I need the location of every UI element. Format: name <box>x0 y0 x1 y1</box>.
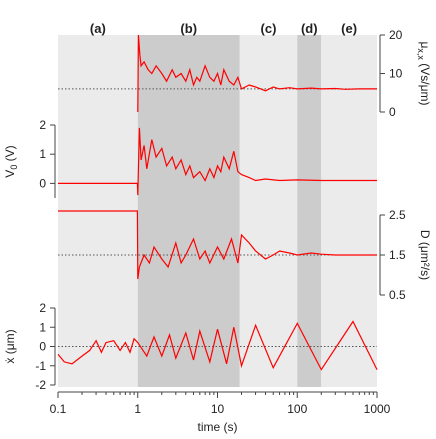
v0-y-label: V0 (V) <box>3 145 19 177</box>
reference-lines <box>58 88 377 347</box>
D-ytick-label-1: 1.5 <box>389 248 406 262</box>
D-y-label: D (μm²/s) <box>418 230 432 280</box>
phase-label-2: (b) <box>180 21 197 36</box>
xtick-label-3: 100 <box>287 402 307 416</box>
mu-y-label: μx,x (Vs/μm) <box>416 41 432 105</box>
xdot-ytick-label-2: 0 <box>39 340 46 354</box>
mu-trace <box>137 34 377 113</box>
D-ytick-label-0: 0.5 <box>389 288 406 302</box>
xdot-ytick-label-3: 1 <box>39 320 46 334</box>
x-axis-label: time (s) <box>198 420 238 434</box>
phase-labels: (a) (b) (c) (d) (e) <box>90 21 357 36</box>
xdot-ytick-label-0: -2 <box>35 378 46 392</box>
xtick-label-0: 0.1 <box>50 402 67 416</box>
phase-band-2 <box>137 35 240 387</box>
phase-band-4 <box>297 35 322 387</box>
v0-trace <box>58 127 377 196</box>
xdot-trace <box>57 320 378 371</box>
phase-label-4: (d) <box>301 21 318 36</box>
v0-ytick-label-0: 0 <box>39 176 46 190</box>
xdot-y-label: ẋ (μm) <box>3 329 17 363</box>
xtick-label-2: 10 <box>211 402 225 416</box>
traces <box>57 34 378 371</box>
phase-label-5: (e) <box>341 21 357 36</box>
phase-label-3: (c) <box>261 21 277 36</box>
mu-ytick-label-2: 20 <box>389 28 403 42</box>
xtick-label-4: 1000 <box>364 402 391 416</box>
phase-band-3 <box>239 35 298 387</box>
D-trace <box>58 210 377 280</box>
xdot-ytick-label-1: -1 <box>35 359 46 373</box>
mu-ytick-label-1: 10 <box>389 67 403 81</box>
xtick-label-1: 1 <box>134 402 141 416</box>
xdot-ytick-label-4: 2 <box>39 301 46 315</box>
v0-ytick-label-2: 2 <box>39 118 46 132</box>
v0-ytick-label-1: 1 <box>39 147 46 161</box>
mu-ytick-label-0: 0 <box>389 105 396 119</box>
phase-band-5 <box>321 35 377 387</box>
D-ytick-label-2: 2.5 <box>389 208 406 222</box>
phase-label-1: (a) <box>90 21 106 36</box>
